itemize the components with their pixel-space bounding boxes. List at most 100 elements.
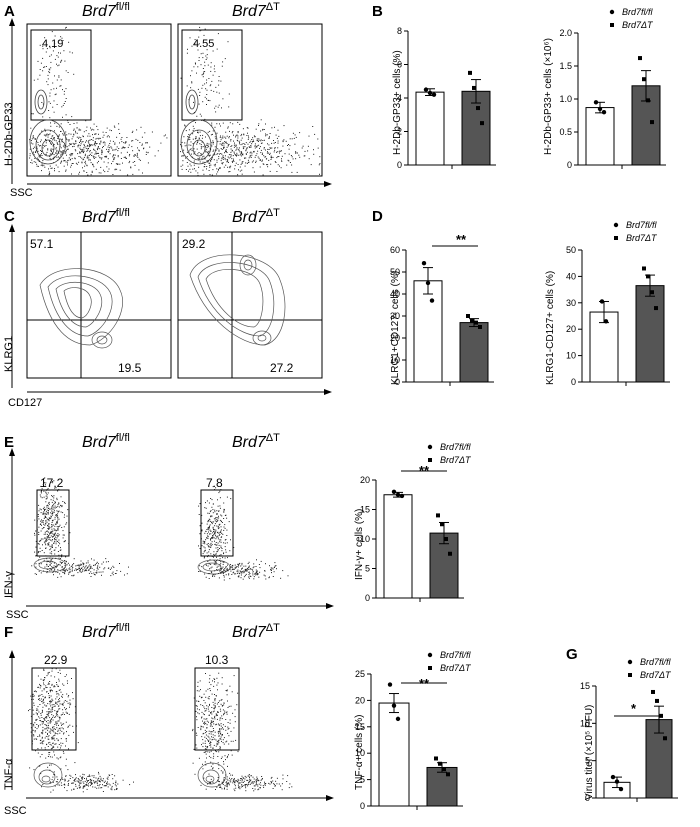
legend: Brd7fl/fl Brd7ΔT	[609, 7, 654, 30]
axis-label-e-y: IFN-γ	[3, 571, 15, 598]
title-f-fl: Brd7fl/fl	[82, 622, 130, 641]
legend-label: Brd7fl/fl	[440, 442, 472, 452]
data-point	[480, 121, 484, 126]
legend-marker	[609, 9, 615, 15]
data-point	[474, 320, 478, 325]
data-point	[659, 713, 663, 718]
y-tick-label: 0	[365, 593, 370, 603]
data-point	[440, 522, 444, 527]
title-e-fl: Brd7fl/fl	[82, 432, 130, 451]
y-tick-label: 5	[360, 775, 365, 785]
legend-marker	[627, 659, 633, 665]
gate-f-fl	[31, 667, 77, 751]
gate-value-f-dt: 10.3	[205, 653, 229, 667]
data-point	[448, 551, 452, 556]
chart-e: 0 5 10 15 20 Brd7fl/fl Brd7ΔT	[360, 442, 472, 603]
data-point	[446, 772, 450, 777]
panel-letter-d: D	[372, 208, 383, 225]
data-point	[442, 767, 446, 772]
quadrant-c-dt-br: 27.2	[270, 361, 294, 375]
gate-e-dt	[200, 489, 234, 557]
chart-d-right: 0 10 20 30 40 50 Brd7fl/fl Brd7ΔT	[566, 220, 670, 387]
gate-value-a-dt: 4.55	[193, 38, 214, 50]
bar-charts: 0 2 4 6 8 0 0.5 1.0 1.5 2.0 Brd7fl/fl Brd7ΔT 0 10 20 30…	[355, 7, 678, 811]
y-tick-label: 20	[355, 695, 365, 705]
sig-d: **	[456, 232, 467, 247]
panel-e-flow: 17.2 7.8 IFN-γ SSC	[3, 448, 334, 621]
flow-a-dt-frame	[177, 23, 323, 177]
data-point	[650, 290, 654, 295]
axis-label-f-x: SSC	[4, 805, 27, 817]
legend: Brd7fl/fl Brd7ΔT	[427, 442, 472, 465]
data-point	[663, 736, 667, 741]
data-point	[651, 689, 655, 694]
contour-a-fl	[29, 89, 67, 165]
panel-letter-b: B	[372, 3, 383, 20]
chart-b-left: 0 2 4 6 8	[397, 26, 496, 170]
data-point	[423, 87, 429, 92]
legend-label: Brd7fl/fl	[640, 657, 672, 667]
legend-marker	[628, 673, 632, 677]
y-tick-label: 20	[566, 324, 576, 334]
y-tick-label: 60	[390, 245, 400, 255]
ylabel-e-bar: IFN-γ+ cells (%)	[354, 509, 365, 580]
data-point	[434, 756, 438, 761]
legend: Brd7fl/fl Brd7ΔT	[627, 657, 672, 680]
bar-dt	[426, 766, 458, 807]
gate-f-dt	[194, 667, 240, 751]
data-point	[646, 98, 650, 103]
data-point	[466, 314, 470, 318]
contour-c-fl	[39, 268, 123, 349]
gate-a-dt	[181, 29, 243, 121]
data-point	[399, 493, 405, 499]
axis-label-c-x: CD127	[8, 397, 42, 409]
data-point	[478, 325, 482, 329]
y-tick-label: 50	[390, 267, 400, 277]
chart-d-left: 0 10 20 30 40 50 60	[390, 245, 494, 387]
y-tick-label: 15	[580, 681, 590, 691]
data-point	[599, 299, 605, 304]
y-tick-label: 0	[360, 801, 365, 811]
y-tick-label: 8	[397, 26, 402, 36]
y-tick-label: 0	[397, 160, 402, 170]
flow-c-dt-frame	[177, 231, 323, 379]
dots-a-fl	[29, 26, 168, 176]
ylabel-b-left: H-2Db-GP33+ cells (%)	[392, 50, 403, 155]
ylabel-f-bar: TNF-α+ cells (%)	[354, 714, 365, 790]
y-tick-label: 40	[566, 271, 576, 281]
y-tick-label: 20	[360, 475, 370, 485]
data-point	[470, 318, 474, 323]
ylabel-d-left: KLRG1+CD127- cells (%)	[390, 271, 401, 385]
axis-label-c-y: KLRG1	[3, 336, 15, 372]
y-tick-label: 2	[397, 127, 402, 137]
y-tick-label: 30	[566, 298, 576, 308]
y-tick-label: 10	[355, 748, 365, 758]
y-tick-label: 1.0	[559, 94, 572, 104]
gate-a-fl	[30, 29, 92, 121]
data-point	[655, 698, 659, 703]
gate-value-a-fl: 4.19	[42, 38, 63, 50]
legend-label: Brd7ΔT	[640, 670, 672, 680]
bar-axis-titles: H-2Db-GP33+ cells (%) H-2Db-GP33+ cells …	[354, 38, 595, 800]
legend-label: Brd7fl/fl	[622, 7, 654, 17]
data-point	[650, 120, 654, 125]
y-tick-label: 15	[355, 722, 365, 732]
bar-flfl	[378, 702, 410, 807]
data-point	[425, 280, 431, 286]
gate-e-fl	[36, 489, 70, 557]
data-point	[642, 266, 646, 271]
data-point	[387, 682, 393, 687]
y-tick-label: 25	[355, 669, 365, 679]
data-point	[431, 92, 437, 97]
y-tick-label: 5	[365, 564, 370, 574]
legend-label: Brd7ΔT	[626, 233, 658, 243]
legend-label: Brd7ΔT	[440, 663, 472, 673]
title-e-dt: Brd7ΔT	[232, 432, 280, 451]
legend-marker	[427, 444, 433, 450]
panel-c-flow: 57.1 19.5 29.2 27.2 KLRG1 CD127	[3, 224, 332, 409]
y-tick-label: 10	[360, 534, 370, 544]
contour-c-dt	[189, 254, 286, 346]
y-tick-label: 6	[397, 60, 402, 70]
quadrant-c-fl-tl: 57.1	[30, 237, 54, 251]
